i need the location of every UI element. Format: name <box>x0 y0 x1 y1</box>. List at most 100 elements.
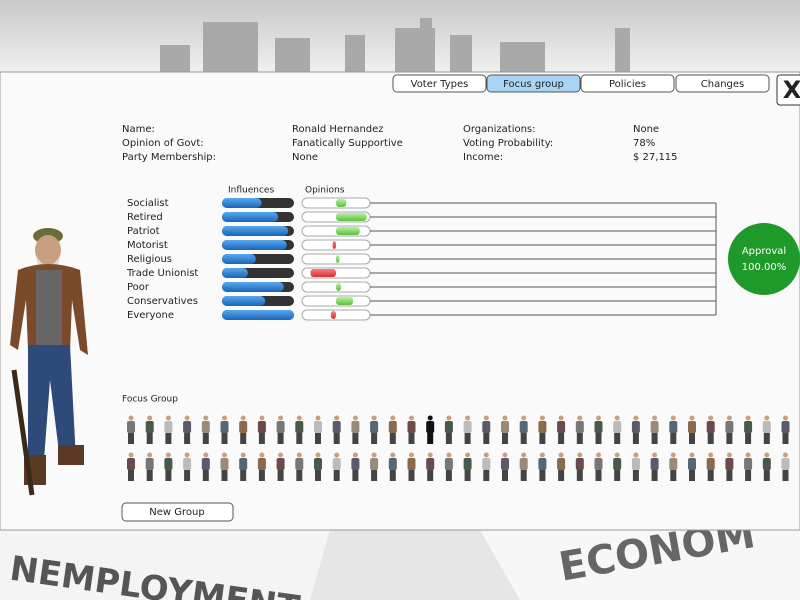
figure-body <box>594 458 603 470</box>
figure[interactable] <box>370 415 379 445</box>
figure[interactable] <box>538 415 547 445</box>
figure[interactable] <box>538 452 547 482</box>
figure[interactable] <box>501 452 509 482</box>
figure[interactable] <box>314 415 322 445</box>
figure-legs <box>165 470 172 481</box>
figure[interactable] <box>183 415 192 445</box>
figure[interactable] <box>744 452 753 482</box>
figure[interactable] <box>575 452 584 482</box>
figure[interactable] <box>407 452 416 482</box>
figure-body <box>463 458 472 470</box>
figure-body <box>781 458 790 470</box>
figure[interactable] <box>239 452 248 482</box>
figure[interactable] <box>650 452 659 482</box>
figure[interactable] <box>594 452 603 482</box>
influence-bar <box>222 212 279 222</box>
figure[interactable] <box>613 452 622 482</box>
figure[interactable] <box>482 415 491 445</box>
figure[interactable] <box>388 452 397 482</box>
figure[interactable] <box>239 415 248 445</box>
figure[interactable] <box>557 415 566 445</box>
figure-body <box>463 421 472 433</box>
figure[interactable] <box>669 452 678 482</box>
opinion-bar <box>336 255 340 263</box>
figure[interactable] <box>332 415 341 445</box>
figure[interactable] <box>426 415 435 445</box>
figure[interactable] <box>613 415 622 445</box>
figure[interactable] <box>201 452 210 482</box>
approval-badge: Approval 100.00% <box>728 223 800 295</box>
figure[interactable] <box>650 415 659 445</box>
figure-head <box>128 415 134 421</box>
figure-legs <box>427 433 434 444</box>
figure-legs <box>333 470 340 481</box>
figure[interactable] <box>519 415 528 445</box>
figure[interactable] <box>781 452 790 482</box>
figure[interactable] <box>276 415 285 445</box>
figure[interactable] <box>706 415 715 445</box>
close-button[interactable]: X <box>776 74 800 106</box>
figure-head <box>222 415 227 421</box>
figure[interactable] <box>351 415 360 445</box>
figure[interactable] <box>594 415 603 445</box>
figure[interactable] <box>688 452 696 482</box>
figure[interactable] <box>725 415 734 445</box>
figure[interactable] <box>688 415 696 445</box>
figure[interactable] <box>295 415 304 445</box>
figure[interactable] <box>575 415 584 445</box>
figure[interactable] <box>482 452 491 482</box>
figure[interactable] <box>426 452 435 482</box>
figure[interactable] <box>351 452 360 482</box>
figure[interactable] <box>631 415 640 445</box>
figure[interactable] <box>669 415 678 445</box>
tabs: Voter Types Focus group Policies Changes <box>392 74 770 93</box>
figure[interactable] <box>220 452 229 482</box>
figure[interactable] <box>201 415 210 445</box>
figure[interactable] <box>145 415 154 445</box>
figure[interactable] <box>501 415 509 445</box>
new-group-button[interactable]: New Group <box>121 502 234 522</box>
figure[interactable] <box>257 452 266 482</box>
figure[interactable] <box>762 452 771 482</box>
figure[interactable] <box>332 452 341 482</box>
figure[interactable] <box>557 452 566 482</box>
figure[interactable] <box>463 452 472 482</box>
group-name: Trade Unionist <box>126 268 198 279</box>
figure[interactable] <box>706 452 715 482</box>
figure-legs <box>184 470 191 481</box>
figure[interactable] <box>164 415 173 445</box>
figure-body <box>631 421 640 433</box>
figure[interactable] <box>762 415 771 445</box>
figure[interactable] <box>370 452 379 482</box>
tab[interactable]: Changes <box>675 74 770 93</box>
figure[interactable] <box>725 452 734 482</box>
figure[interactable] <box>257 415 266 445</box>
figure[interactable] <box>631 452 640 482</box>
figure[interactable] <box>519 452 528 482</box>
figure[interactable] <box>781 415 790 445</box>
figure[interactable] <box>463 415 472 445</box>
figure[interactable] <box>183 452 192 482</box>
figure-legs <box>763 433 770 444</box>
figure[interactable] <box>220 415 229 445</box>
figure-head <box>371 415 377 421</box>
figure-body <box>575 421 584 433</box>
figure[interactable] <box>444 415 453 445</box>
figure[interactable] <box>407 415 416 445</box>
figure[interactable] <box>145 452 154 482</box>
figure[interactable] <box>127 415 135 445</box>
tab[interactable]: Focus group <box>486 74 581 93</box>
figure-head <box>352 452 358 458</box>
figure[interactable] <box>314 452 322 482</box>
figure[interactable] <box>127 452 135 482</box>
figure-legs <box>333 433 340 444</box>
tab[interactable]: Voter Types <box>392 74 487 93</box>
tab[interactable]: Policies <box>580 74 675 93</box>
figure[interactable] <box>444 452 453 482</box>
figure[interactable] <box>388 415 397 445</box>
figure-body <box>613 421 622 433</box>
figure[interactable] <box>164 452 173 482</box>
figure[interactable] <box>295 452 304 482</box>
figure[interactable] <box>276 452 285 482</box>
figure[interactable] <box>744 415 753 445</box>
